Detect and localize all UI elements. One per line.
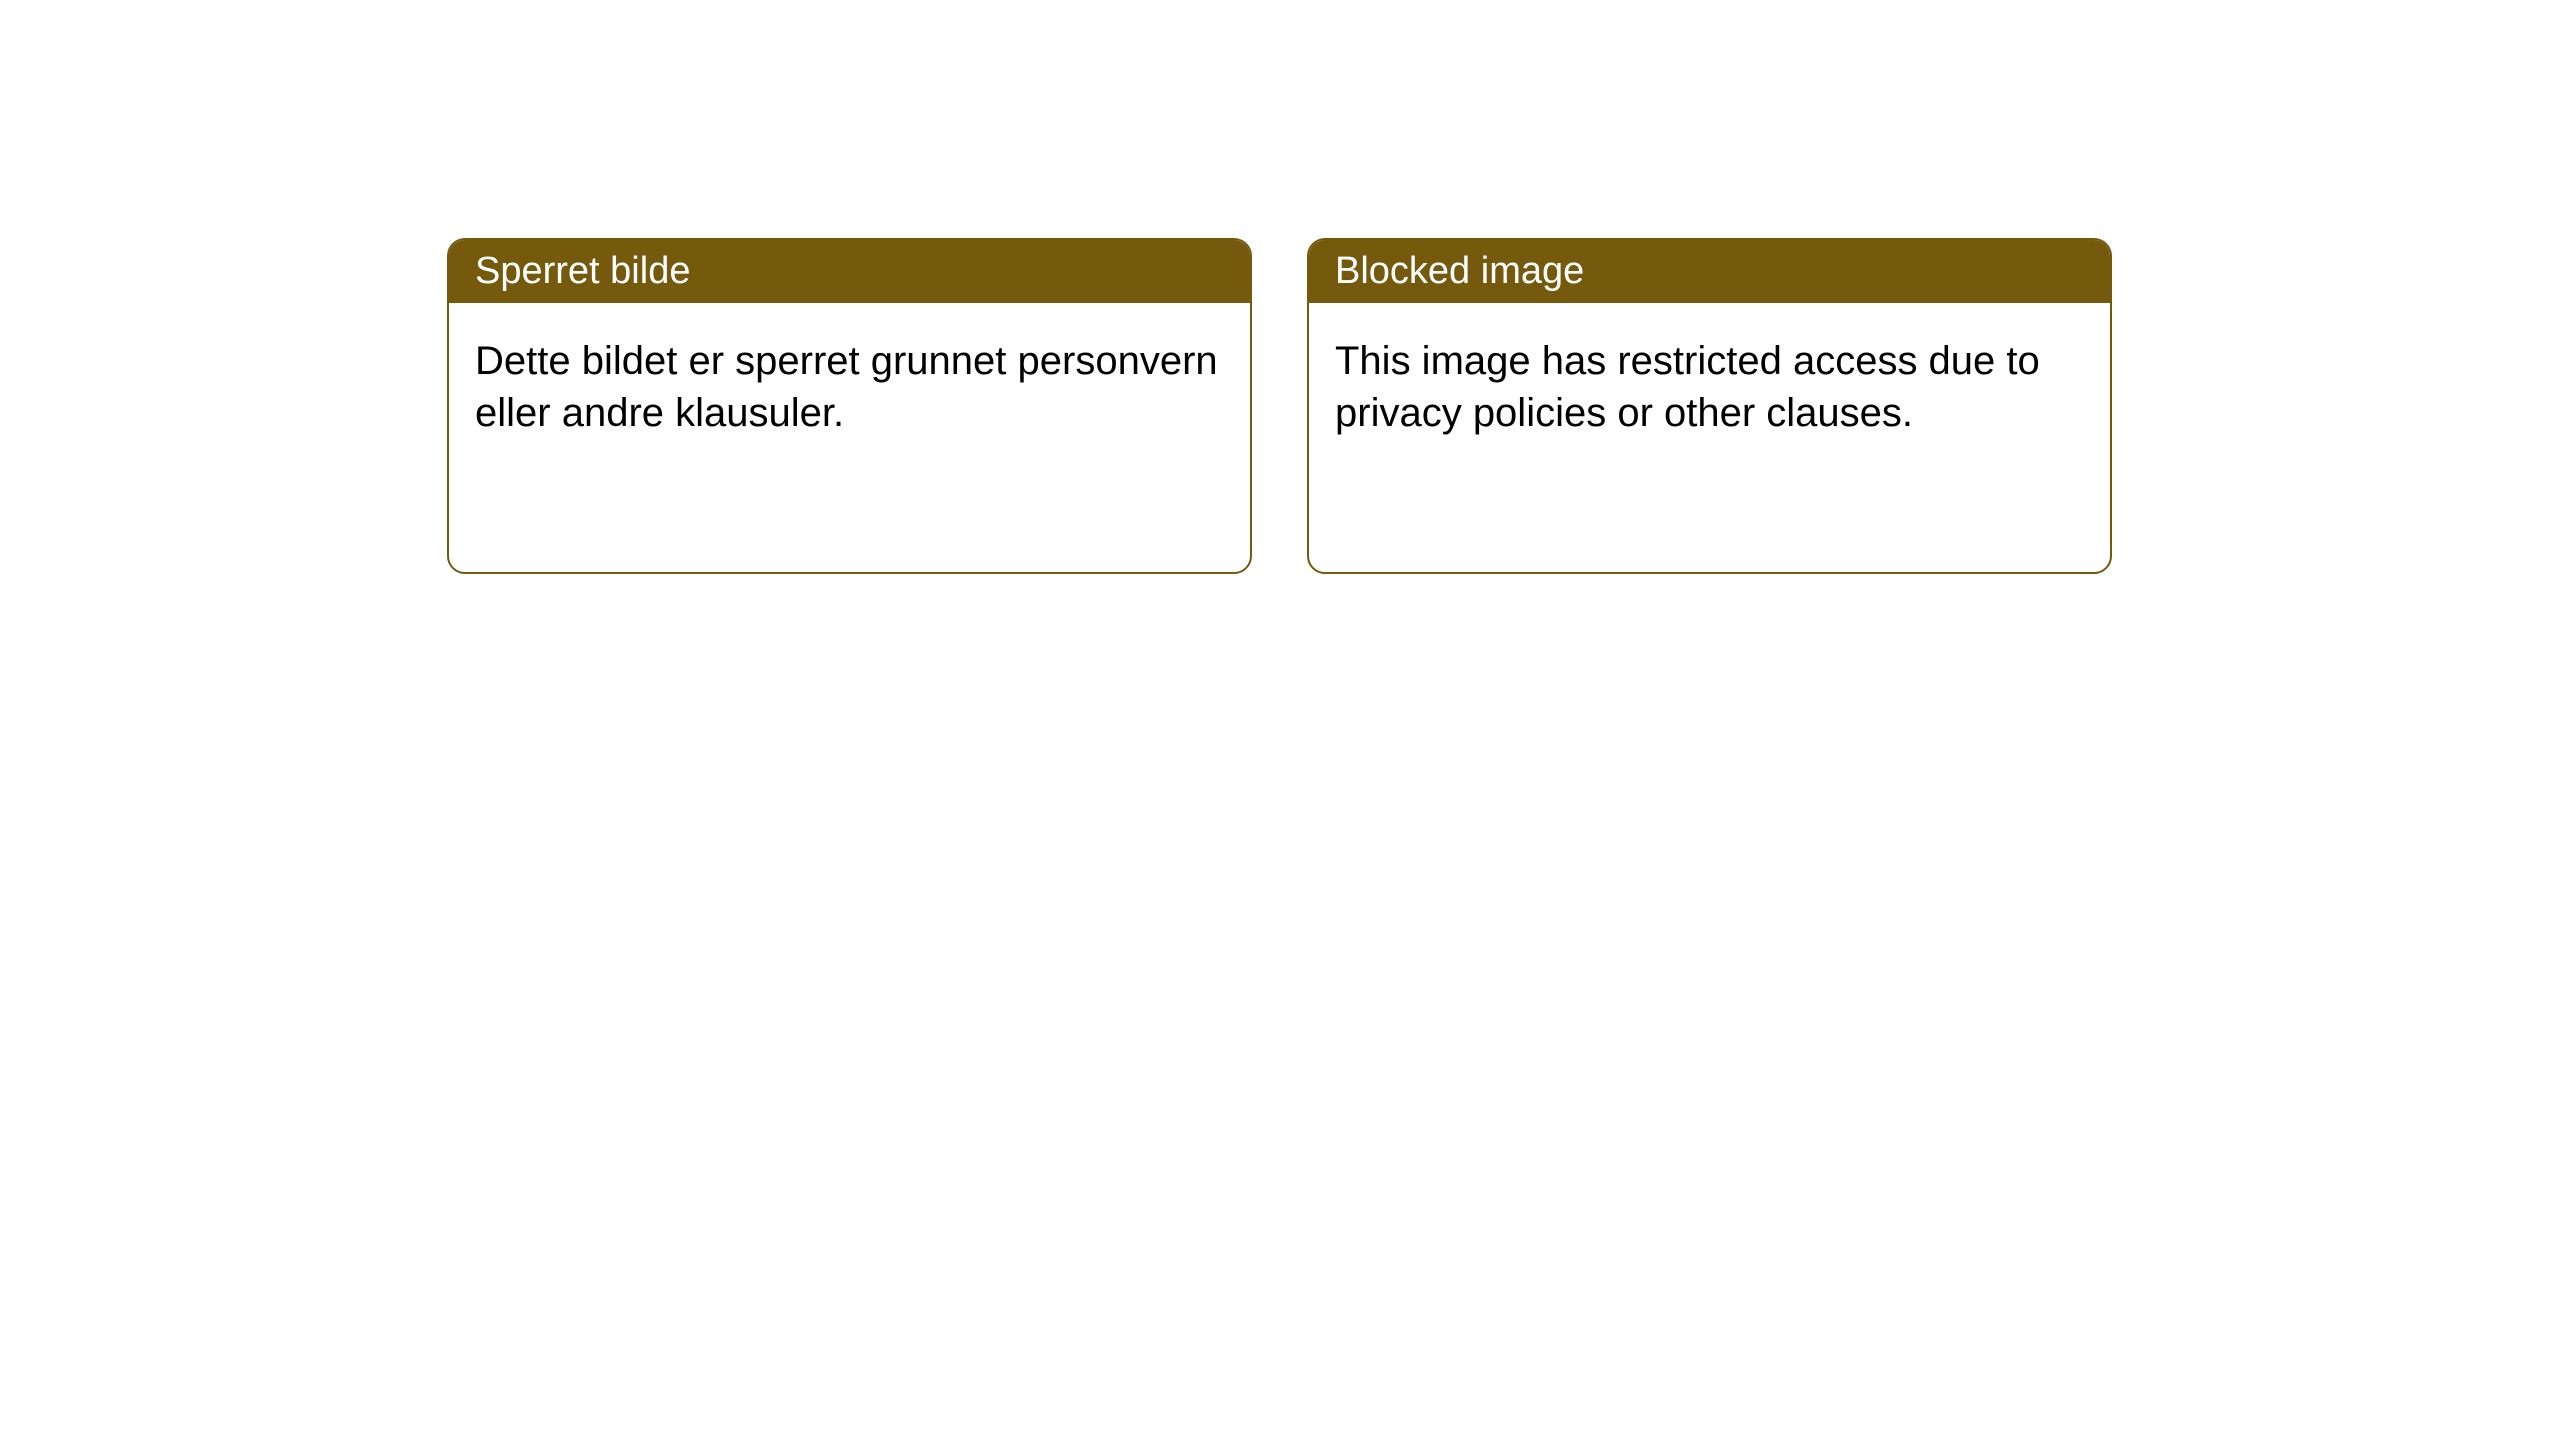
notice-body: Dette bildet er sperret grunnet personve… xyxy=(449,303,1250,471)
notice-card-norwegian: Sperret bilde Dette bildet er sperret gr… xyxy=(447,238,1252,574)
notice-card-english: Blocked image This image has restricted … xyxy=(1307,238,2112,574)
notice-title: Blocked image xyxy=(1335,250,1584,292)
notice-body: This image has restricted access due to … xyxy=(1309,303,2110,471)
notice-header: Blocked image xyxy=(1309,240,2110,303)
notice-text: This image has restricted access due to … xyxy=(1335,339,2040,435)
notice-header: Sperret bilde xyxy=(449,240,1250,303)
notice-title: Sperret bilde xyxy=(475,250,690,292)
notice-text: Dette bildet er sperret grunnet personve… xyxy=(475,339,1218,435)
notice-container: Sperret bilde Dette bildet er sperret gr… xyxy=(447,238,2112,574)
